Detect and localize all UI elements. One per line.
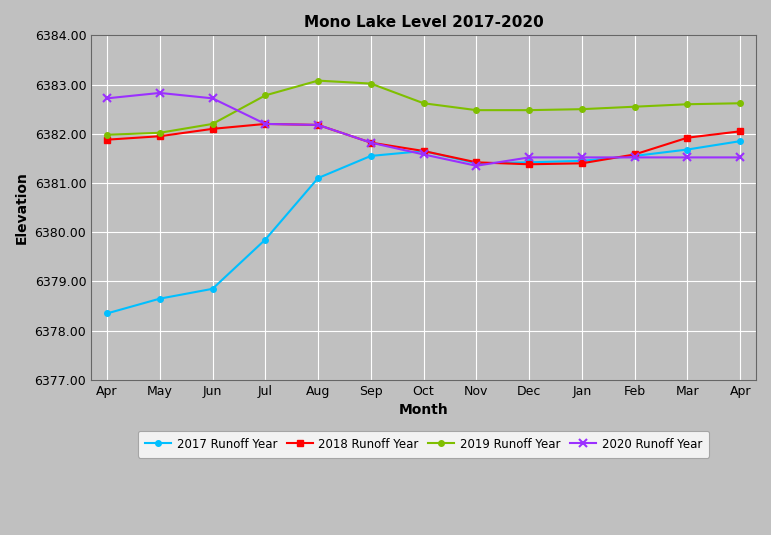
X-axis label: Month: Month (399, 403, 449, 417)
Y-axis label: Elevation: Elevation (15, 171, 29, 244)
Title: Mono Lake Level 2017-2020: Mono Lake Level 2017-2020 (304, 15, 544, 30)
Legend: 2017 Runoff Year, 2018 Runoff Year, 2019 Runoff Year, 2020 Runoff Year: 2017 Runoff Year, 2018 Runoff Year, 2019… (138, 431, 709, 458)
